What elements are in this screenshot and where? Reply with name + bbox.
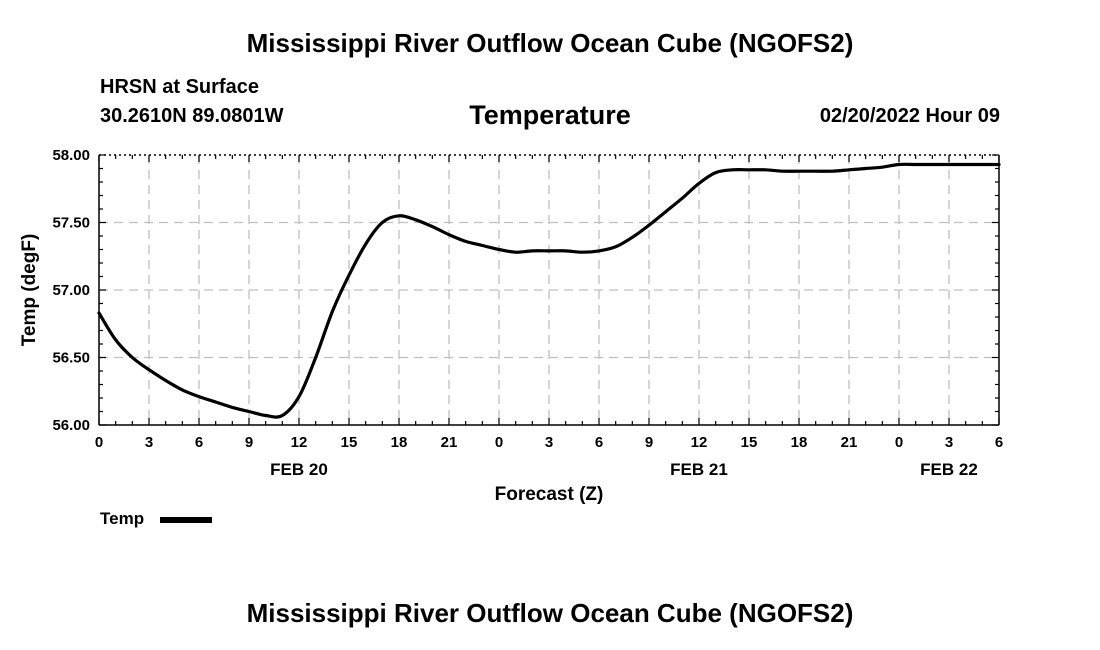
chart-title: Temperature: [469, 100, 631, 130]
footer-title: Mississippi River Outflow Ocean Cube (NG…: [246, 598, 854, 628]
axes: 0 3 6 9 12 15 18 21 0 3 6 9 12 15 18 21 0 3 6 FEB 20 FEB 21 F…: [52, 147, 1003, 479]
y-tick-label: 57.50: [52, 215, 90, 232]
legend-label: Temp: [100, 509, 145, 528]
forecast-timestamp: 02/20/2022 Hour 09: [819, 105, 1000, 127]
x-tick-label: 12: [691, 434, 708, 451]
main-title: Mississippi River Outflow Ocean Cube (NG…: [246, 28, 854, 58]
x-tick-label: 3: [145, 434, 153, 451]
x-tick-label: 9: [245, 434, 253, 451]
x-tick-label: 3: [545, 434, 553, 451]
x-tick-label: 9: [645, 434, 653, 451]
y-tick-label: 56.00: [52, 417, 90, 434]
x-tick-label: 15: [741, 434, 758, 451]
x-tick-label: 12: [291, 434, 308, 451]
legend-line-swatch: [160, 517, 212, 523]
x-tick-label: 6: [995, 434, 1003, 451]
x-date-label: FEB 21: [670, 460, 728, 479]
y-tick-label: 56.50: [52, 350, 90, 367]
y-tick-label: 57.00: [52, 282, 90, 299]
x-axis-label: Forecast (Z): [495, 484, 604, 505]
x-tick-label: 6: [195, 434, 203, 451]
x-tick-label: 18: [391, 434, 408, 451]
x-tick-label: 6: [595, 434, 603, 451]
y-tick-label: 58.00: [52, 147, 90, 164]
y-axis-label: Temp (degF): [19, 234, 40, 347]
x-tick-label: 15: [341, 434, 358, 451]
station-coordinates: 30.2610N 89.0801W: [100, 105, 284, 127]
x-tick-label: 3: [945, 434, 953, 451]
x-tick-label: 0: [95, 434, 103, 451]
x-tick-label: 0: [895, 434, 903, 451]
series-layer: [97, 162, 1001, 419]
temp-series-line: [97, 162, 1001, 419]
x-tick-label: 21: [841, 434, 858, 451]
grid-lines: [99, 155, 999, 425]
station-name: HRSN at Surface: [100, 76, 259, 98]
x-date-label: FEB 22: [920, 460, 978, 479]
x-date-label: FEB 20: [270, 460, 328, 479]
x-tick-label: 21: [441, 434, 458, 451]
x-tick-label: 18: [791, 434, 808, 451]
x-tick-label: 0: [495, 434, 503, 451]
